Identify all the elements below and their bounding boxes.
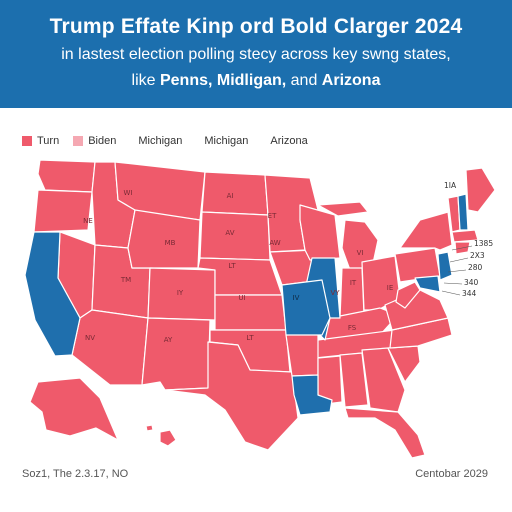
state-south-dakota xyxy=(199,211,271,261)
state-label: IY xyxy=(177,289,184,297)
state-label: AI xyxy=(227,192,234,200)
leader-line xyxy=(447,269,467,273)
state-label: IT xyxy=(350,279,357,287)
state-label-layer: WI NE MB AI ET AV TM IY LT AW AY VI IT U… xyxy=(83,189,393,344)
state-texas xyxy=(164,341,299,451)
state-arizona xyxy=(71,309,149,386)
footer-right: Centobar 2029 xyxy=(415,468,488,480)
subtitle-prefix: like xyxy=(131,72,160,89)
blue-states-group xyxy=(24,193,469,416)
state-hawaii-small xyxy=(145,424,154,432)
legend-label-arizona: Arizona xyxy=(270,135,308,147)
subtitle-bold-arizona: Arizona xyxy=(321,72,381,89)
state-label: NE xyxy=(83,217,93,225)
side-label: 280 xyxy=(468,263,483,272)
state-label: VY xyxy=(330,289,340,297)
state-alabama xyxy=(339,352,369,408)
header-banner: Trump Effate Kinp ord Bold Clarger 2024 … xyxy=(0,0,512,108)
footer-left: Soz1, The 2.3.17, NO xyxy=(22,468,129,480)
red-states-group xyxy=(29,159,496,459)
side-label-layer: 1IA 1385 2X3 280 340 344 xyxy=(441,181,493,298)
legend-item-biden: Biden xyxy=(73,135,116,147)
state-new-york xyxy=(399,211,453,251)
state-label: VI xyxy=(357,249,364,257)
subtitle-and: and xyxy=(286,72,322,89)
state-label: MB xyxy=(165,239,176,247)
legend-swatch-biden xyxy=(73,136,84,146)
leader-line xyxy=(451,245,473,251)
state-label: NV xyxy=(85,334,95,342)
state-label: AV xyxy=(225,229,234,237)
state-label: IE xyxy=(387,284,394,292)
side-label: 340 xyxy=(464,278,479,287)
state-new-jersey xyxy=(437,251,453,281)
side-label: 1385 xyxy=(474,239,493,248)
state-label: LT xyxy=(228,262,236,270)
page-title: Trump Effate Kinp ord Bold Clarger 2024 xyxy=(49,15,463,38)
subtitle-bold-states: Penns, Midligan, xyxy=(159,72,287,89)
state-label: WI xyxy=(124,189,133,197)
us-map: WI NE MB AI ET AV TM IY LT AW AY VI IT U… xyxy=(24,159,496,459)
state-new-hampshire xyxy=(457,193,469,231)
state-label: FS xyxy=(348,324,357,332)
state-indiana xyxy=(339,267,365,319)
state-alaska xyxy=(29,377,119,441)
state-west-virginia xyxy=(395,281,421,309)
state-label: AY xyxy=(164,336,173,344)
state-florida xyxy=(344,407,426,459)
subtitle-line-2: like Penns, Midligan, and Arizona xyxy=(0,70,512,92)
state-michigan-up xyxy=(317,201,369,217)
side-label: 344 xyxy=(462,289,477,298)
side-label: 1IA xyxy=(444,181,457,190)
state-label: ET xyxy=(268,212,277,220)
legend-label-trump: Turn xyxy=(37,135,60,147)
state-georgia xyxy=(361,347,406,413)
state-oregon xyxy=(33,189,93,233)
legend: Turn Biden Michigan Michigan Arizona xyxy=(22,132,330,150)
state-maryland xyxy=(414,275,441,293)
leader-line xyxy=(443,282,463,285)
state-label: IV xyxy=(293,294,300,302)
leader-line xyxy=(449,257,469,263)
state-missouri xyxy=(281,279,331,336)
state-label: AW xyxy=(269,239,280,247)
state-louisiana xyxy=(291,374,333,416)
state-california xyxy=(24,231,81,357)
leader-line xyxy=(441,290,461,296)
state-washington xyxy=(37,159,96,193)
legend-swatch-trump xyxy=(22,136,32,146)
legend-label-michigan-2: Michigan xyxy=(204,135,249,147)
state-arkansas xyxy=(285,332,319,377)
legend-label-michigan-1: Michigan xyxy=(138,135,183,147)
legend-item-trump: Turn xyxy=(22,135,59,147)
state-new-mexico xyxy=(141,317,211,391)
legend-label-biden: Biden xyxy=(88,135,117,147)
state-label: TM xyxy=(120,276,131,284)
subtitle-line-1: in lastest election polling stecy across… xyxy=(61,46,451,63)
state-north-dakota xyxy=(201,171,269,216)
state-massachusetts xyxy=(451,229,479,243)
state-label: LT xyxy=(246,334,254,342)
state-hawaii xyxy=(159,429,177,447)
state-maine xyxy=(465,167,496,213)
state-kansas xyxy=(214,294,287,331)
state-label: UI xyxy=(238,294,245,302)
side-label: 2X3 xyxy=(470,251,485,260)
